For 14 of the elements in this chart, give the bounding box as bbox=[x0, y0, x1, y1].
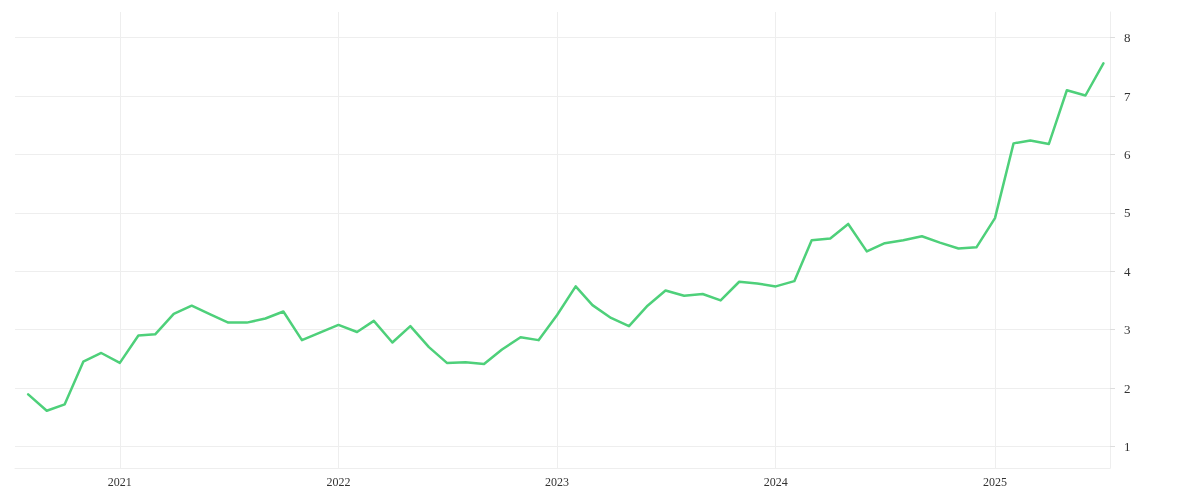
y-tick-label: 2 bbox=[1124, 380, 1131, 396]
x-tick-label: 2023 bbox=[545, 475, 570, 489]
x-tick-label: 2025 bbox=[982, 475, 1007, 489]
y-tick-label: 3 bbox=[1124, 322, 1131, 338]
y-tick-label: 6 bbox=[1124, 146, 1131, 162]
y-tick-label: 8 bbox=[1124, 30, 1131, 46]
y-tick-label: 1 bbox=[1124, 438, 1131, 454]
y-tick-label: 4 bbox=[1124, 263, 1131, 279]
y-tick-label: 5 bbox=[1124, 205, 1131, 221]
line-series bbox=[26, 62, 1105, 413]
x-tick-label: 2024 bbox=[763, 475, 788, 489]
x-tick-label: 2022 bbox=[326, 475, 351, 489]
x-tick-label: 2021 bbox=[107, 475, 132, 489]
y-tick-label: 7 bbox=[1124, 88, 1131, 104]
